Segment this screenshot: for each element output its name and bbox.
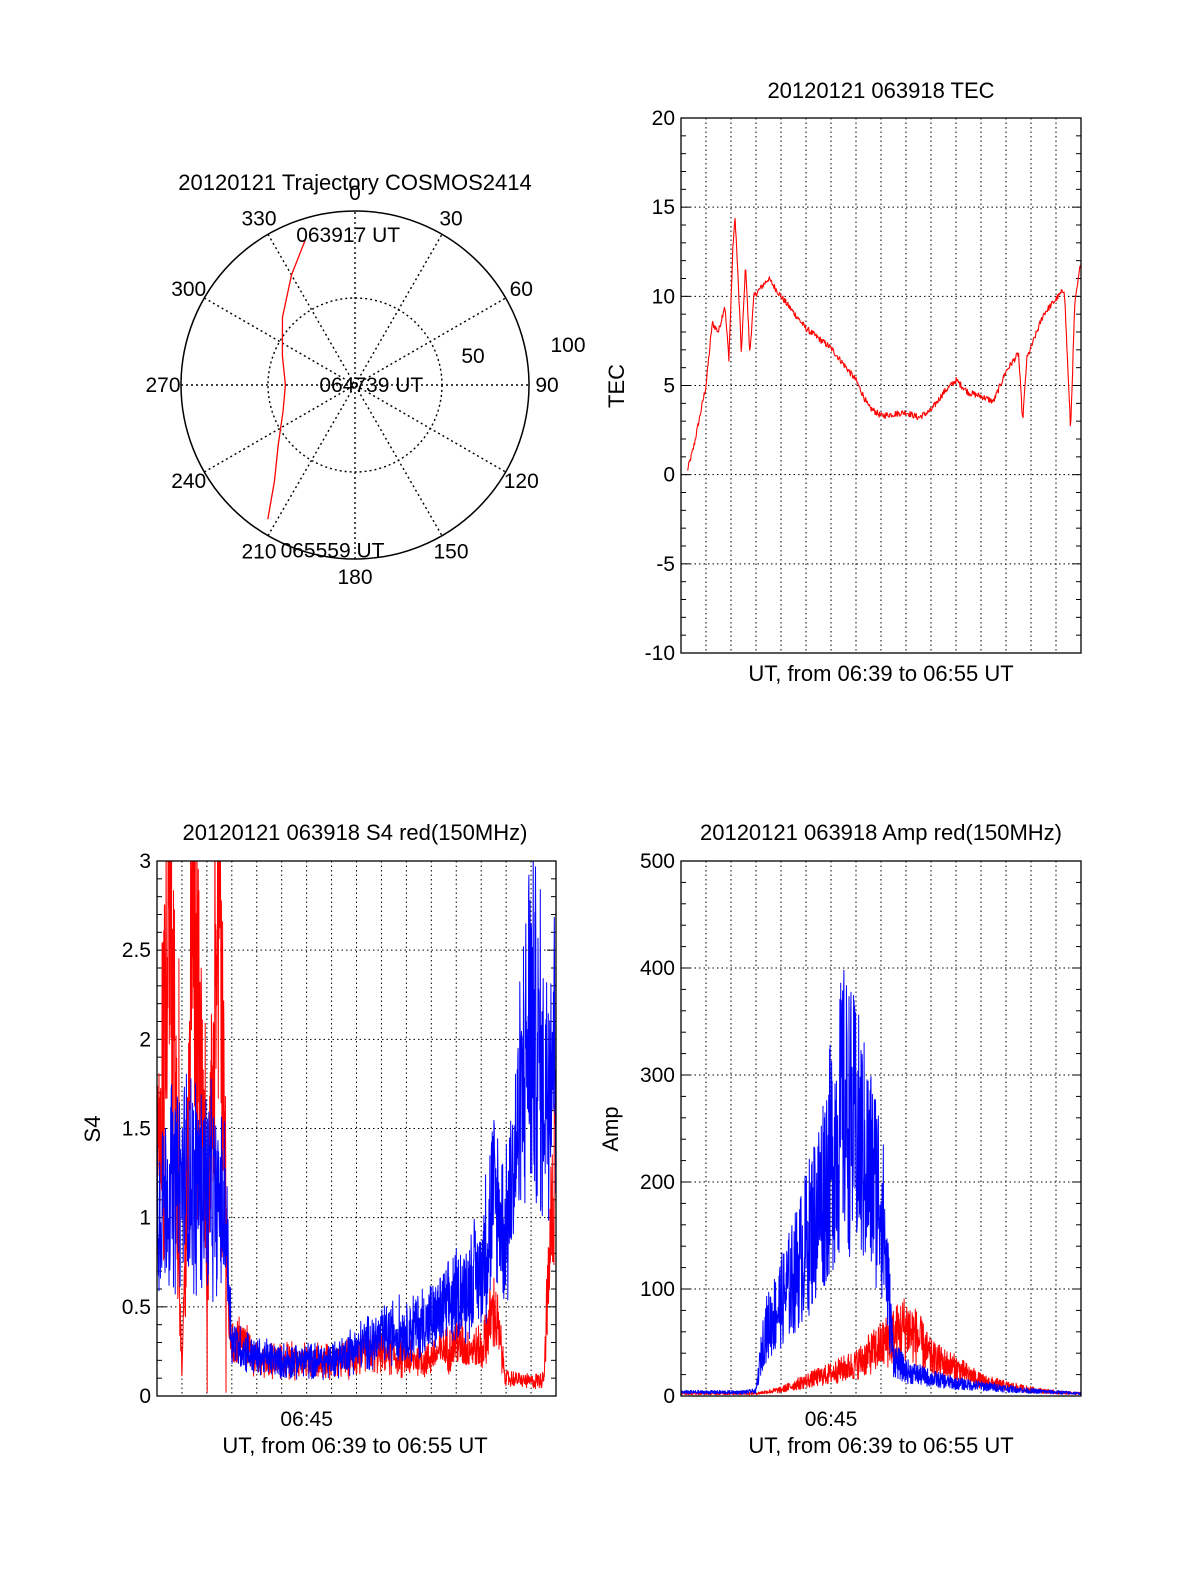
polar-angle-label: 300: [171, 278, 206, 301]
amp-title: 20120121 063918 Amp red(150MHz): [700, 820, 1062, 845]
polar-angle-label: 240: [171, 470, 206, 493]
polar-angle-label: 90: [535, 374, 558, 397]
polar-angle-label: 60: [510, 278, 533, 301]
polar-radius-label: 100: [550, 334, 585, 357]
s4-xlabel: UT, from 06:39 to 06:55 UT: [222, 1433, 487, 1458]
polar-trajectory: [267, 239, 306, 520]
series-blue-line: [157, 861, 556, 1381]
polar-angle-label: 0: [349, 182, 361, 205]
polar-angle-label: 120: [504, 470, 539, 493]
amp-ylabel: Amp: [598, 1106, 623, 1151]
y-tick-label: 400: [640, 957, 675, 980]
y-tick-label: 0: [663, 1385, 675, 1408]
y-tick-label: 1.5: [122, 1118, 151, 1141]
polar-trajectory-line: [267, 239, 306, 520]
y-tick-label: 3: [139, 850, 151, 873]
y-tick-label: -10: [645, 642, 675, 665]
y-tick-label: 0: [139, 1385, 151, 1408]
polar-spoke: [267, 233, 443, 537]
polar-angle-label: 270: [145, 374, 180, 397]
polar-spoke: [267, 233, 443, 537]
amp-xlabel: UT, from 06:39 to 06:55 UT: [748, 1433, 1013, 1458]
series-red-line: [681, 1298, 1081, 1396]
y-tick-label: 300: [640, 1064, 675, 1087]
x-tick-label: 06:45: [805, 1408, 858, 1431]
polar-angle-label: 30: [439, 208, 462, 231]
y-tick-label: 500: [640, 850, 675, 873]
series-group: [687, 217, 1081, 471]
y-tick-label: 2: [139, 1028, 151, 1051]
s4-ylabel: S4: [80, 1116, 105, 1143]
y-tick-label: 100: [640, 1278, 675, 1301]
y-tick-label: 0: [663, 464, 675, 487]
tec-ylabel: TEC: [604, 364, 629, 408]
plot-frame: [680, 860, 1082, 1397]
polar-trajectory-panel: 20120121 Trajectory COSMOS2414 0 30 60 90 12…: [145, 170, 585, 589]
series-blue-line: [681, 969, 1081, 1396]
s4-title: 20120121 063918 S4 red(150MHz): [183, 820, 528, 845]
plot-frame: [156, 860, 557, 1397]
series-group: [681, 969, 1081, 1396]
tec-series-line: [687, 217, 1081, 471]
series-group: [157, 861, 556, 1393]
amp-panel: 20120121 063918 Amp red(150MHz) UT, from…: [598, 820, 1082, 1458]
tec-xlabel: UT, from 06:39 to 06:55 UT: [748, 661, 1013, 686]
polar-angle-labels: 0 30 60 90 120 150 180 210 240 270 300 330 50 100: [145, 182, 585, 589]
y-tick-label: 15: [652, 196, 675, 219]
polar-spoke: [203, 297, 507, 473]
y-tick-label: 0.5: [122, 1296, 151, 1319]
y-tick-label: 10: [652, 285, 675, 308]
polar-time-annotation: 064739 UT: [319, 374, 423, 397]
y-tick-label: 200: [640, 1171, 675, 1194]
polar-angle-label: 330: [241, 208, 276, 231]
tec-title: 20120121 063918 TEC: [767, 78, 994, 103]
y-tick-label: 1: [139, 1207, 151, 1230]
x-tick-label: 06:45: [280, 1408, 333, 1431]
y-tick-label: -5: [656, 553, 675, 576]
polar-time-annotation: 065559 UT: [281, 540, 385, 563]
polar-grid: [180, 210, 530, 560]
polar-angle-label: 210: [241, 540, 276, 563]
s4-panel: 20120121 063918 S4 red(150MHz) UT, from …: [80, 820, 557, 1458]
polar-time-annotation: 063917 UT: [296, 224, 400, 247]
polar-angle-label: 150: [433, 540, 468, 563]
plot-frame: [680, 117, 1082, 654]
y-tick-label: 5: [663, 375, 675, 398]
polar-annotations: 063917 UT 064739 UT 065559 UT: [281, 224, 424, 562]
polar-angle-label: 180: [337, 566, 372, 589]
y-tick-label: 2.5: [122, 939, 151, 962]
polar-spoke: [203, 297, 507, 473]
tec-panel: 20120121 063918 TEC UT, from 06:39 to 06…: [604, 78, 1082, 686]
polar-radius-label: 50: [461, 345, 484, 368]
y-tick-label: 20: [652, 107, 675, 130]
polar-title: 20120121 Trajectory COSMOS2414: [178, 170, 531, 195]
